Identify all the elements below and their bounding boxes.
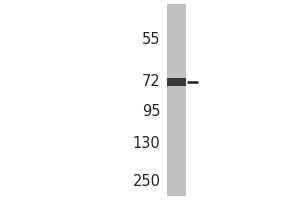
Text: 250: 250 — [133, 174, 160, 190]
Text: 72: 72 — [142, 74, 161, 90]
Bar — [167, 78, 186, 86]
Bar — [167, 4, 186, 196]
Text: 95: 95 — [142, 104, 161, 119]
Text: 55: 55 — [142, 32, 161, 47]
Text: 130: 130 — [133, 136, 160, 152]
